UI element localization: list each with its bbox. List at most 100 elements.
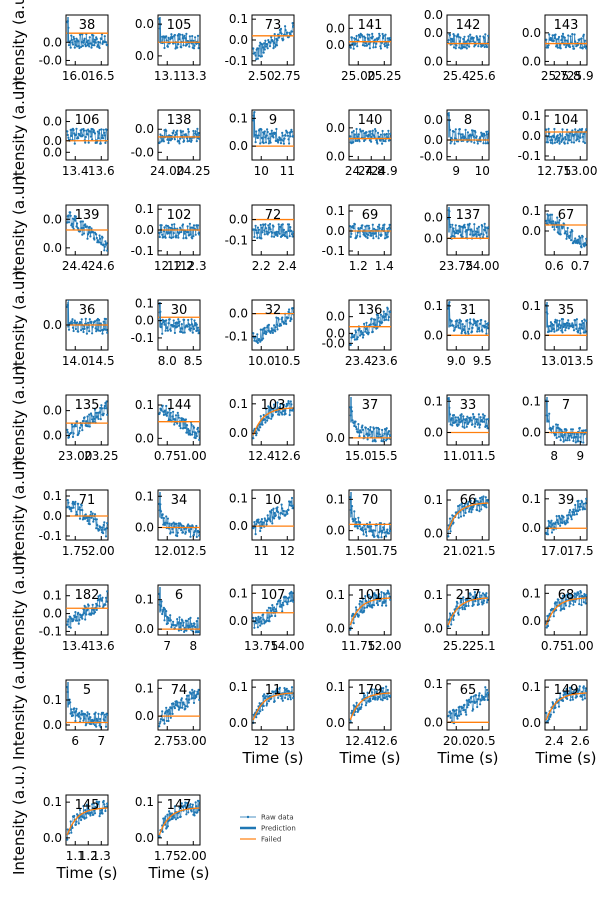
- raw-data-point: [185, 137, 189, 140]
- raw-data-point: [173, 223, 176, 226]
- raw-data-point: [463, 136, 467, 139]
- raw-data-point: [193, 622, 196, 626]
- raw-data-point: [550, 139, 554, 142]
- raw-data-point: [477, 504, 480, 507]
- raw-data-point: [191, 433, 194, 436]
- raw-data-point: [549, 713, 553, 716]
- prediction-line: [252, 407, 294, 436]
- raw-data-point: [260, 136, 263, 140]
- raw-data-point: [71, 318, 74, 321]
- raw-data-point: [99, 237, 102, 240]
- raw-data-point: [193, 814, 196, 817]
- raw-data-point: [455, 325, 458, 328]
- raw-data-point: [255, 434, 258, 437]
- raw-data-point: [455, 605, 458, 608]
- raw-data-point: [188, 429, 191, 432]
- raw-data-point: [480, 601, 483, 604]
- panel-frame: [157, 299, 201, 351]
- raw-data-point: [464, 332, 467, 335]
- x-tick-label: 8.0: [158, 354, 177, 368]
- raw-data-point: [449, 324, 452, 327]
- x-tick-label: 25.6: [469, 69, 496, 83]
- raw-data-point: [479, 416, 482, 419]
- raw-data-point: [359, 235, 362, 238]
- raw-data-point: [187, 318, 190, 322]
- panel-10: 100.10.011 12: [229, 489, 295, 558]
- x-tick-label: 13.4: [62, 164, 89, 178]
- raw-data-point: [572, 511, 576, 514]
- raw-data-point: [452, 130, 456, 133]
- x-tick-label: 1.50: [345, 544, 372, 558]
- raw-data-point: [372, 427, 376, 430]
- panel-frame: [65, 394, 109, 446]
- raw-data-point: [286, 316, 290, 319]
- raw-data-point: [93, 611, 97, 614]
- raw-data-point: [545, 626, 548, 629]
- panel-frame: [348, 299, 392, 351]
- raw-data-point: [457, 416, 460, 419]
- raw-data-point: [560, 39, 563, 42]
- raw-data-point: [173, 331, 176, 334]
- raw-data-point: [281, 512, 284, 516]
- raw-data-point: [270, 614, 273, 618]
- raw-data-point: [383, 601, 386, 604]
- panel-frame: [157, 394, 201, 446]
- raw-data-point: [175, 522, 178, 526]
- raw-data-point: [462, 415, 465, 418]
- y-tick-label: 0.0: [326, 326, 345, 340]
- raw-data-point: [463, 223, 466, 226]
- y-tick-label: 0.1: [424, 588, 443, 602]
- raw-data-point: [581, 47, 584, 50]
- raw-data-point: [361, 526, 364, 529]
- panel-plot: [158, 17, 200, 50]
- panel-plot: [545, 213, 587, 249]
- raw-data-point: [474, 499, 478, 502]
- raw-data-point: [554, 433, 557, 436]
- raw-data-point: [277, 223, 280, 226]
- raw-data-point: [374, 46, 377, 49]
- raw-data-point: [554, 521, 557, 524]
- raw-data-point: [372, 529, 375, 532]
- raw-data-point: [186, 225, 189, 228]
- raw-data-point: [255, 229, 258, 232]
- raw-data-point: [101, 526, 104, 529]
- raw-data-point: [585, 47, 587, 50]
- x-tick-label: 12.75: [537, 164, 571, 178]
- raw-data-point: [470, 228, 473, 231]
- raw-data-point: [450, 140, 453, 143]
- raw-data-point: [569, 602, 572, 605]
- raw-data-point: [169, 619, 172, 622]
- raw-data-point: [286, 603, 289, 606]
- x-tick-label: 13.6: [88, 639, 115, 653]
- raw-data-point: [485, 688, 489, 692]
- raw-data-point: [363, 609, 366, 613]
- raw-data-point: [479, 703, 482, 706]
- raw-data-point: [262, 695, 265, 698]
- y-tick-label: -0.1: [322, 244, 345, 258]
- raw-data-point: [162, 719, 165, 722]
- y-tick-label: 0.1: [135, 681, 154, 695]
- raw-data-point: [548, 612, 551, 616]
- raw-data-point: [378, 593, 381, 596]
- raw-data-point: [279, 142, 283, 145]
- y-tick-label: -0.1: [225, 233, 248, 247]
- raw-data-point: [191, 430, 194, 434]
- raw-data-point: [579, 323, 583, 326]
- raw-data-point: [274, 330, 277, 333]
- panel-title: 10: [265, 493, 282, 508]
- raw-data-point: [471, 133, 474, 137]
- raw-data-point: [363, 44, 366, 47]
- raw-data-point: [573, 133, 576, 136]
- x-tick-label: 1.75: [371, 544, 398, 558]
- raw-data-point: [71, 502, 74, 505]
- raw-data-point: [292, 409, 294, 412]
- raw-data-point: [357, 133, 360, 136]
- raw-data-point: [92, 420, 95, 423]
- raw-data-point: [270, 132, 273, 135]
- raw-data-point: [575, 435, 578, 438]
- raw-data-point: [383, 237, 387, 240]
- raw-data-point: [176, 46, 179, 49]
- raw-data-point: [478, 426, 481, 429]
- raw-data-point: [370, 140, 373, 143]
